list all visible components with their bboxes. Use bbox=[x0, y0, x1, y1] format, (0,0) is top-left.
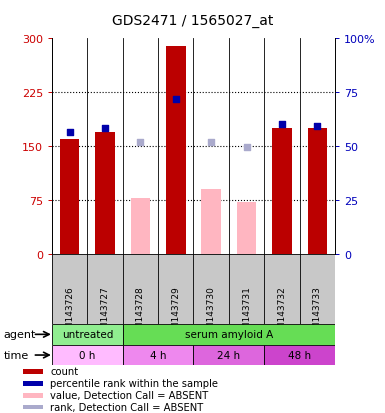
Bar bbox=[23, 393, 43, 398]
Bar bbox=[52, 324, 123, 345]
Text: count: count bbox=[50, 366, 78, 376]
Text: GSM143726: GSM143726 bbox=[65, 286, 74, 340]
Text: 48 h: 48 h bbox=[288, 350, 311, 360]
Bar bbox=[308, 129, 327, 254]
Text: time: time bbox=[4, 350, 29, 360]
Bar bbox=[52, 254, 87, 324]
Point bbox=[67, 129, 73, 135]
Text: GSM143731: GSM143731 bbox=[242, 286, 251, 340]
Text: GSM143732: GSM143732 bbox=[277, 286, 286, 340]
Bar bbox=[264, 254, 300, 324]
Bar bbox=[237, 202, 256, 254]
Bar bbox=[229, 254, 264, 324]
Bar bbox=[264, 345, 335, 366]
Bar bbox=[23, 381, 43, 386]
Text: agent: agent bbox=[4, 330, 36, 339]
Text: serum amyloid A: serum amyloid A bbox=[185, 330, 273, 339]
Bar bbox=[23, 369, 43, 374]
Point bbox=[208, 140, 214, 146]
Point bbox=[279, 122, 285, 128]
Text: value, Detection Call = ABSENT: value, Detection Call = ABSENT bbox=[50, 390, 208, 400]
Bar bbox=[23, 405, 43, 409]
Bar bbox=[272, 129, 291, 254]
Bar bbox=[123, 324, 335, 345]
Bar bbox=[123, 345, 193, 366]
Bar bbox=[60, 140, 79, 254]
Text: 4 h: 4 h bbox=[150, 350, 166, 360]
Text: GSM143733: GSM143733 bbox=[313, 286, 322, 340]
Bar bbox=[95, 132, 115, 254]
Bar bbox=[158, 254, 193, 324]
Text: GDS2471 / 1565027_at: GDS2471 / 1565027_at bbox=[112, 14, 273, 28]
Text: GSM143727: GSM143727 bbox=[100, 286, 110, 340]
Text: GSM143730: GSM143730 bbox=[207, 286, 216, 340]
Point bbox=[102, 126, 108, 132]
Text: GSM143728: GSM143728 bbox=[136, 286, 145, 340]
Bar bbox=[300, 254, 335, 324]
Text: percentile rank within the sample: percentile rank within the sample bbox=[50, 378, 218, 388]
Bar bbox=[201, 190, 221, 254]
Point bbox=[173, 97, 179, 103]
Bar bbox=[193, 254, 229, 324]
Bar bbox=[193, 345, 264, 366]
Text: 0 h: 0 h bbox=[79, 350, 95, 360]
Point bbox=[243, 145, 249, 151]
Text: GSM143729: GSM143729 bbox=[171, 286, 180, 340]
Bar bbox=[123, 254, 158, 324]
Text: untreated: untreated bbox=[62, 330, 113, 339]
Text: 24 h: 24 h bbox=[217, 350, 240, 360]
Bar bbox=[166, 46, 186, 254]
Point bbox=[137, 140, 144, 146]
Bar bbox=[52, 345, 123, 366]
Bar bbox=[131, 198, 150, 254]
Text: rank, Detection Call = ABSENT: rank, Detection Call = ABSENT bbox=[50, 402, 203, 412]
Point bbox=[314, 123, 320, 130]
Bar bbox=[87, 254, 123, 324]
